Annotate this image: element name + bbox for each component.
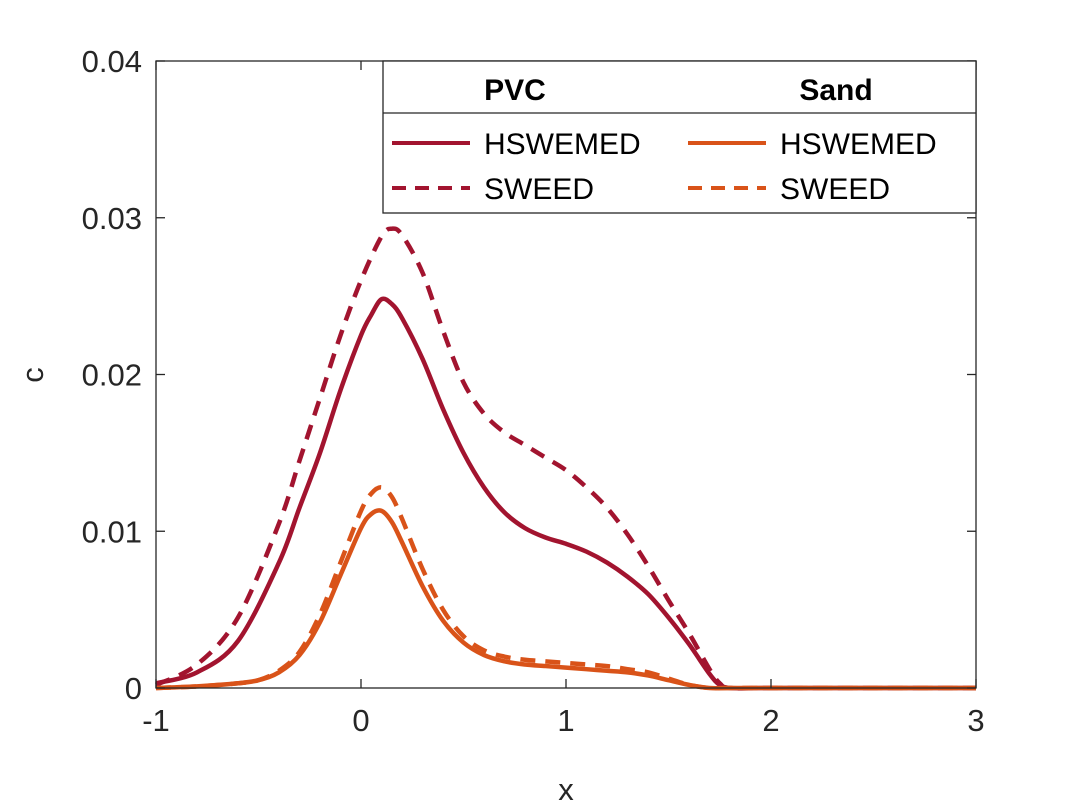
series-line-pvc-sweed — [154, 226, 976, 691]
y-axis-title: c — [15, 367, 50, 383]
x-tick-label: 3 — [967, 703, 984, 738]
legend-label-pvc-hswemed: HSWEMED — [484, 128, 641, 161]
legend-group-title-pvc: PVC — [484, 74, 546, 107]
x-tick-label: 1 — [557, 703, 574, 738]
series-layer — [154, 226, 976, 691]
x-axis-title: x — [558, 772, 574, 807]
legend-label-sand-sweed: SWEED — [780, 173, 890, 206]
series-line-pvc-hswemed — [155, 296, 976, 691]
x-tick-label: 0 — [352, 703, 369, 738]
y-tick-label: 0.02 — [82, 358, 142, 393]
legend: PVC Sand HSWEMED SWEED HSWEMED SWEED — [382, 60, 977, 214]
legend-label-sand-hswemed: HSWEMED — [780, 128, 937, 161]
y-tick-label: 0.03 — [82, 201, 142, 236]
y-tick-label: 0.01 — [82, 514, 142, 549]
x-tick-label: -1 — [142, 703, 170, 738]
legend-group-title-sand: Sand — [799, 74, 872, 107]
x-tick-label: 2 — [762, 703, 779, 738]
legend-box — [382, 60, 977, 214]
legend-label-pvc-sweed: SWEED — [484, 173, 594, 206]
y-tick-label: 0 — [125, 671, 142, 706]
y-tick-label: 0.04 — [82, 44, 142, 79]
series-line-sand-sweed — [155, 485, 976, 691]
